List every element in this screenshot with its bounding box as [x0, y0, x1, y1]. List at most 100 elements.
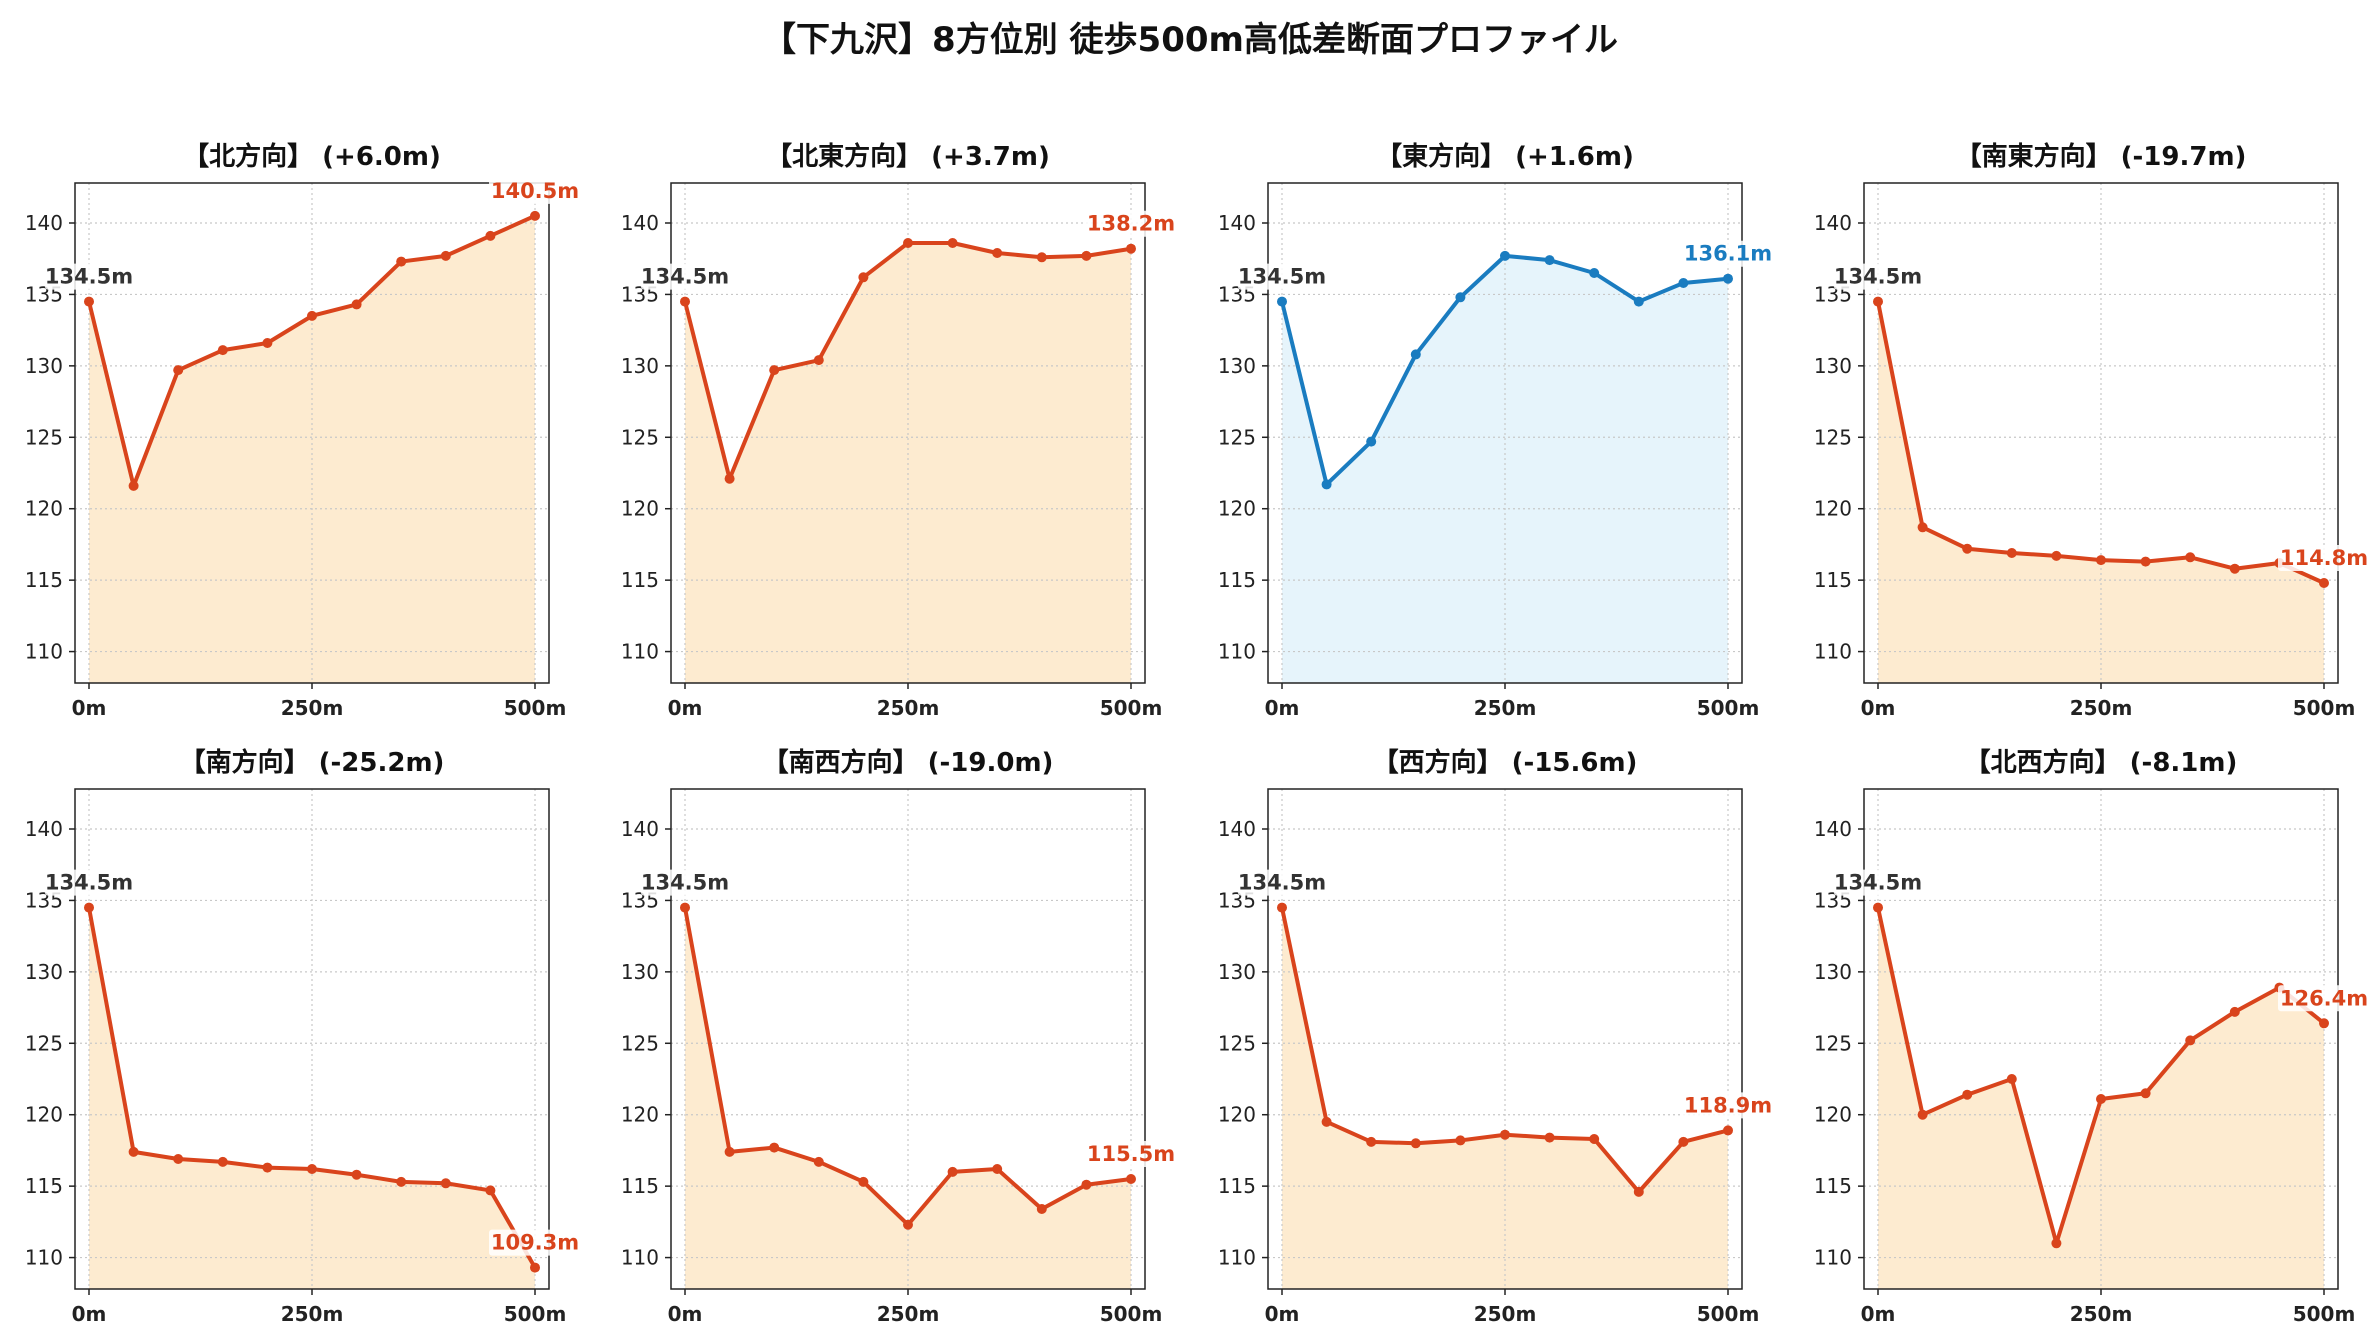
end-elevation-label: 126.4m	[2280, 986, 2368, 1010]
data-point	[947, 238, 958, 248]
data-point	[351, 299, 362, 310]
end-label-bg	[1085, 1141, 1177, 1167]
start-elevation-label: 134.5m	[641, 871, 729, 895]
area-fill	[89, 907, 535, 1289]
start-elevation-label: 134.5m	[1834, 871, 1922, 895]
end-label-bg	[489, 177, 581, 204]
data-point	[1321, 1116, 1332, 1127]
data-point	[1366, 1136, 1377, 1147]
start-label-bg	[1834, 263, 1924, 290]
x-tick-label: 500m	[1100, 1302, 1163, 1326]
y-tick-label: 130	[25, 960, 63, 984]
x-tick-label: 250m	[281, 1302, 344, 1326]
data-point	[992, 1164, 1003, 1174]
end-label-bg	[2278, 985, 2370, 1012]
x-tick-label: 0m	[668, 1302, 703, 1326]
y-tick-label: 110	[621, 640, 659, 664]
data-point	[992, 248, 1003, 258]
x-tick-label: 500m	[1100, 696, 1163, 720]
y-tick-label: 130	[25, 354, 63, 378]
y-tick-label: 130	[621, 354, 659, 378]
chart-panel: 【北東方向】 (+3.7m) 110 115 120 125 130 135 140 0m 250…	[596, 128, 1196, 720]
data-point	[858, 272, 869, 283]
data-point	[173, 365, 184, 376]
y-tick-label: 140	[1218, 211, 1256, 235]
data-point	[2140, 1088, 2151, 1099]
data-point	[485, 1185, 496, 1196]
x-tick-label: 250m	[2070, 696, 2133, 720]
panel-title: 【南西方向】 (-19.0m)	[763, 747, 1054, 778]
y-tick-label: 115	[1218, 1174, 1256, 1198]
data-point	[485, 230, 496, 241]
data-point	[1678, 1136, 1689, 1147]
x-tick-label: 250m	[2070, 1302, 2133, 1326]
data-point	[1321, 479, 1332, 490]
data-point	[1081, 250, 1092, 261]
y-tick-label: 110	[1814, 640, 1852, 664]
x-tick-label: 0m	[1861, 696, 1896, 720]
data-point	[1723, 273, 1733, 284]
data-point	[1633, 296, 1644, 307]
end-label-bg	[489, 1229, 581, 1256]
data-point	[173, 1154, 184, 1164]
start-label-bg	[1238, 869, 1328, 896]
data-point	[84, 296, 94, 307]
start-elevation-label: 134.5m	[1238, 871, 1326, 895]
y-tick-label: 110	[1218, 1246, 1256, 1270]
end-elevation-label: 140.5m	[491, 179, 579, 203]
start-label-bg	[45, 869, 135, 896]
data-point	[217, 1156, 228, 1167]
data-point	[1126, 243, 1136, 254]
end-label-bg	[2278, 545, 2370, 571]
area-fill	[1878, 301, 2324, 683]
x-tick-label: 0m	[1861, 1302, 1896, 1326]
y-tick-label: 115	[621, 568, 659, 592]
data-point	[724, 473, 735, 484]
y-tick-label: 125	[621, 425, 659, 449]
start-label-bg	[1834, 869, 1924, 896]
data-point	[680, 296, 690, 307]
data-point	[440, 1178, 451, 1189]
data-point	[2185, 1035, 2196, 1046]
y-tick-label: 110	[25, 640, 63, 664]
x-tick-label: 500m	[2293, 1302, 2356, 1326]
data-point	[530, 1262, 540, 1273]
y-tick-label: 125	[1218, 425, 1256, 449]
y-tick-label: 110	[1218, 640, 1256, 664]
data-point	[351, 1169, 362, 1180]
data-point	[396, 256, 407, 267]
y-tick-label: 115	[25, 568, 63, 592]
start-elevation-label: 134.5m	[1834, 265, 1922, 289]
data-point	[1410, 349, 1421, 360]
panel-title: 【北西方向】 (-8.1m)	[1965, 747, 2238, 778]
x-tick-label: 500m	[1697, 1302, 1760, 1326]
chart-panel: 【北方向】 (+6.0m) 110 115 120 125 130 135 140 0m 250m…	[0, 128, 600, 720]
data-point	[217, 345, 228, 356]
data-point	[813, 355, 824, 366]
data-point	[680, 902, 690, 913]
data-point	[1366, 436, 1377, 447]
data-point	[2185, 552, 2196, 563]
x-tick-label: 250m	[1474, 1302, 1537, 1326]
data-point	[2319, 578, 2329, 588]
data-point	[1455, 1135, 1466, 1146]
y-tick-label: 115	[621, 1174, 659, 1198]
y-tick-label: 140	[25, 211, 63, 235]
data-point	[128, 480, 139, 491]
data-point	[1544, 1132, 1555, 1143]
chart-panel: 【南西方向】 (-19.0m) 110 115 120 125 130 135 140 0m 25…	[596, 734, 1196, 1326]
start-elevation-label: 134.5m	[641, 265, 729, 289]
x-tick-label: 0m	[72, 1302, 107, 1326]
y-tick-label: 125	[1814, 1031, 1852, 1055]
end-label-bg	[1085, 210, 1177, 237]
x-tick-label: 500m	[504, 1302, 567, 1326]
y-tick-label: 140	[621, 211, 659, 235]
data-point	[724, 1146, 735, 1157]
x-tick-label: 250m	[1474, 696, 1537, 720]
y-tick-label: 125	[25, 1031, 63, 1055]
x-tick-label: 250m	[877, 1302, 940, 1326]
